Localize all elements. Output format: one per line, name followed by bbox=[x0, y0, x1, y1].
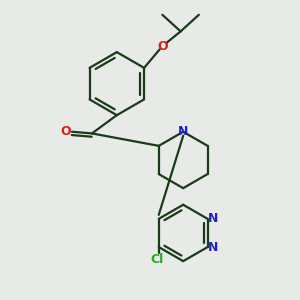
Text: N: N bbox=[207, 212, 218, 225]
Text: N: N bbox=[207, 241, 218, 254]
Text: N: N bbox=[178, 125, 188, 138]
Text: Cl: Cl bbox=[151, 253, 164, 266]
Text: O: O bbox=[61, 125, 71, 138]
Text: O: O bbox=[157, 40, 168, 53]
